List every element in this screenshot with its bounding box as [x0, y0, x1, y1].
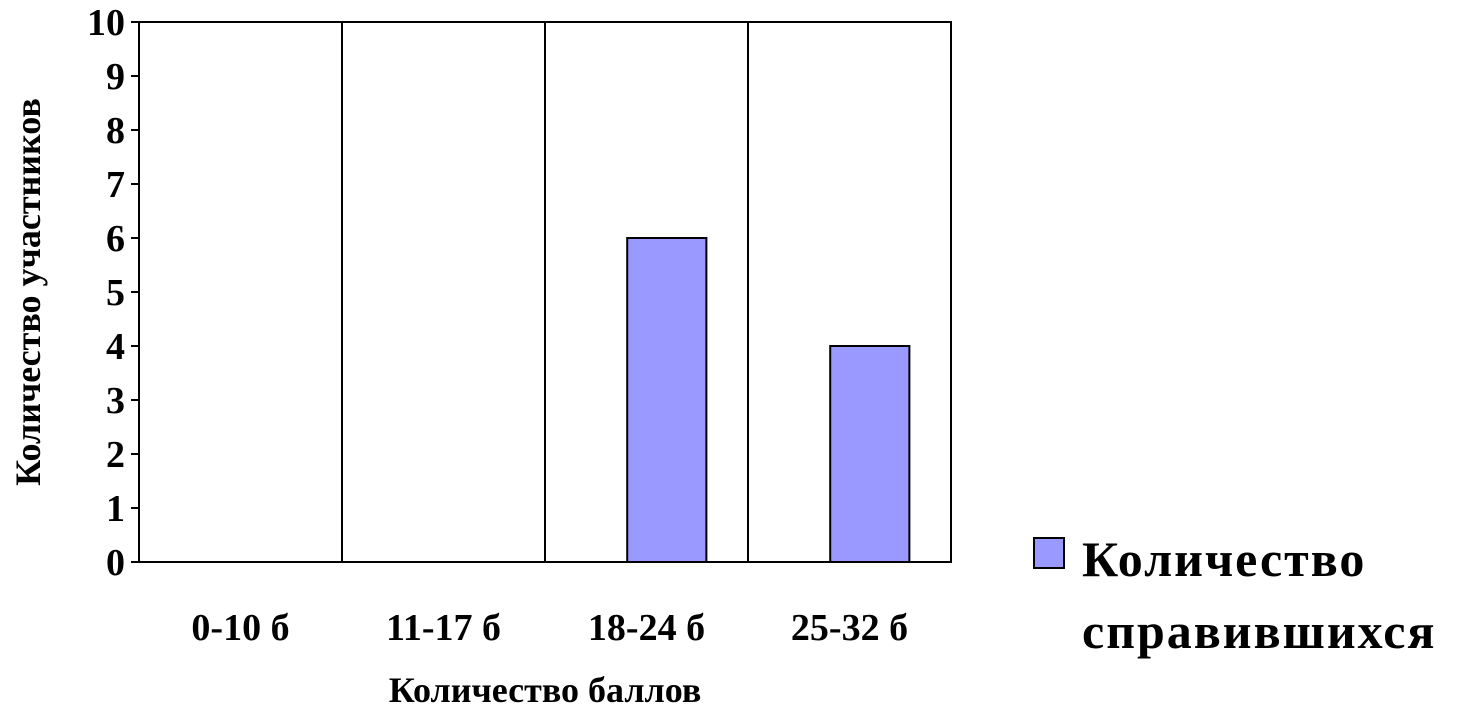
x-tick-label: 25-32 б	[791, 607, 908, 649]
bar	[626, 237, 708, 563]
y-axis-ticks: 0 1 2 3 4 5 6 7 8 9 10	[87, 2, 139, 584]
y-tick-label: 8	[106, 110, 125, 152]
x-tick-label: 0-10 б	[191, 607, 289, 649]
plot-area	[138, 21, 952, 563]
legend-label-line-1: Количество	[1082, 531, 1366, 587]
x-tick-label: 11-17 б	[386, 607, 501, 649]
y-tick-label: 1	[106, 488, 125, 530]
y-tick-label: 9	[106, 56, 125, 98]
y-tick-label: 2	[106, 434, 125, 476]
y-tick-label: 10	[87, 2, 125, 44]
y-axis-title: Количество участников	[8, 98, 48, 486]
bars	[626, 237, 911, 563]
x-axis-ticks: 0-10 б 11-17 б 18-24 б 25-32 б	[191, 607, 908, 649]
legend-swatch	[1033, 537, 1065, 569]
legend: Количество справившихся	[1033, 531, 1436, 659]
x-axis-title: Количество баллов	[389, 670, 702, 710]
legend-label-line-2: справившихся	[1082, 603, 1436, 659]
y-tick-label: 4	[106, 326, 125, 368]
y-tick-label: 5	[106, 272, 125, 314]
y-tick-label: 7	[106, 164, 125, 206]
x-tick-label: 18-24 б	[588, 607, 705, 649]
y-tick-label: 6	[106, 218, 125, 260]
y-tick-label: 3	[106, 380, 125, 422]
y-tick-label: 0	[106, 542, 125, 584]
bar	[829, 345, 911, 563]
